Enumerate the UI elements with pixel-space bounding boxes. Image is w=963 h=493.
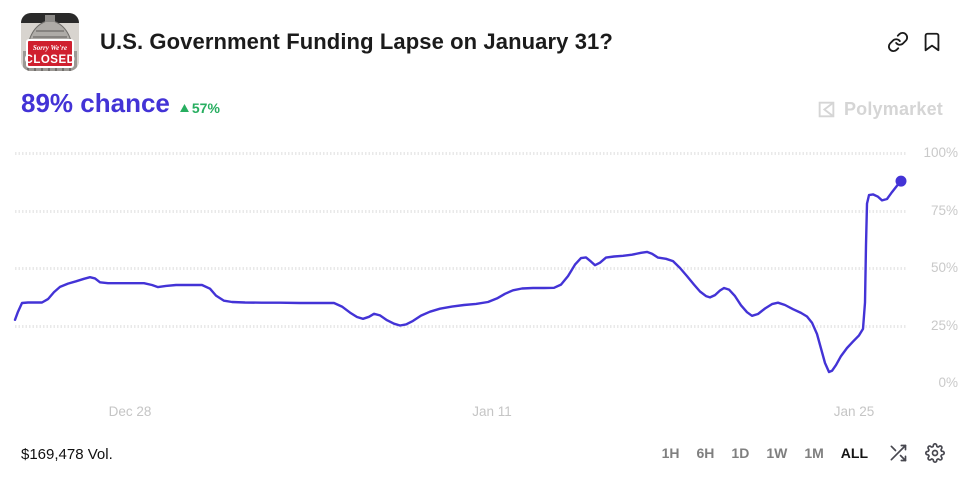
timeframe-1d[interactable]: 1D (731, 445, 750, 461)
market-header: Sorry We're CLOSED U.S. Government Fundi… (21, 13, 943, 71)
gridline (15, 324, 906, 328)
timeframe-6h[interactable]: 6H (696, 445, 715, 461)
up-triangle-icon (179, 104, 189, 112)
x-tick-label: Jan 11 (472, 404, 512, 419)
chart-controls: 1H 6H 1D 1W 1M ALL (662, 443, 945, 463)
x-tick-label: Dec 28 (108, 404, 152, 419)
y-tick-label: 75% (930, 202, 958, 218)
timeframe-1h[interactable]: 1H (661, 445, 680, 461)
polymarket-watermark[interactable]: Polymarket (817, 99, 943, 120)
chance-delta-value: 57% (191, 100, 220, 116)
bookmark-icon[interactable] (921, 31, 943, 53)
timeframe-1w[interactable]: 1W (766, 445, 788, 461)
capitol-closed-image: Sorry We're CLOSED (21, 13, 79, 71)
price-line (13, 179, 903, 374)
volume-label: $169,478 Vol. (21, 446, 113, 463)
chance-value: 89% chance (21, 88, 170, 118)
thumbnail-sign-line2: CLOSED (25, 54, 76, 66)
gridline (15, 267, 906, 270)
timeframe-all[interactable]: ALL (840, 445, 868, 461)
market-thumbnail[interactable]: Sorry We're CLOSED (21, 13, 79, 71)
link-icon[interactable] (887, 31, 909, 53)
x-tick-label: Jan 25 (833, 404, 875, 419)
shuffle-icon[interactable] (888, 443, 908, 463)
y-tick-label: 100% (923, 145, 958, 160)
chance-row: 89% chance 57% (21, 88, 220, 119)
thumbnail-sign-line1: Sorry We're (33, 44, 67, 52)
y-tick-label: 25% (930, 317, 958, 333)
gear-icon[interactable] (925, 443, 945, 463)
chance-delta: 57% (179, 100, 220, 116)
watermark-brand: Polymarket (843, 99, 943, 119)
current-price-dot (895, 175, 907, 187)
y-tick-label: 0% (938, 375, 958, 390)
market-title[interactable]: U.S. Government Funding Lapse on January… (100, 29, 613, 54)
polymarket-logo-icon (818, 101, 835, 118)
timeframe-1m[interactable]: 1M (804, 445, 824, 461)
gridline (15, 209, 906, 213)
y-tick-label: 50% (930, 260, 958, 275)
gridline (15, 152, 906, 155)
